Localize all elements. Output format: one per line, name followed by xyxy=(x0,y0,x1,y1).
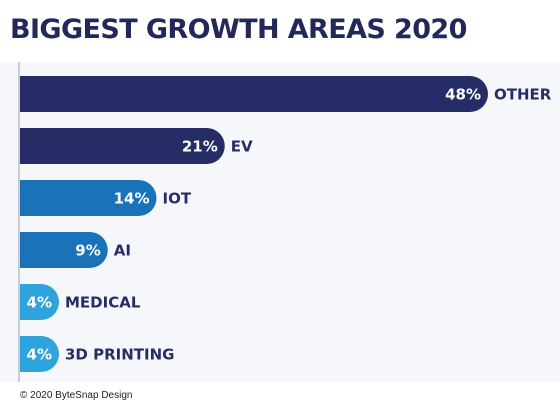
value-label-3d-printing: 4% xyxy=(27,346,52,364)
y-axis-line xyxy=(18,62,20,382)
value-label-medical: 4% xyxy=(27,294,52,312)
value-label-ev: 21% xyxy=(182,138,218,156)
bar-3d-printing xyxy=(20,336,59,372)
category-label-medical: MEDICAL xyxy=(65,294,141,312)
chart-title: BIGGEST GROWTH AREAS 2020 xyxy=(10,14,467,45)
bar-other xyxy=(20,76,488,112)
category-label-ai: AI xyxy=(114,242,131,260)
value-label-other: 48% xyxy=(445,86,481,104)
value-label-iot: 14% xyxy=(114,190,150,208)
category-label-ev: EV xyxy=(231,138,253,156)
plot-area xyxy=(0,62,560,382)
category-label-3d-printing: 3D PRINTING xyxy=(65,346,174,364)
bar-ev xyxy=(20,128,225,164)
bar-medical xyxy=(20,284,59,320)
copyright-footer: © 2020 ByteSnap Design xyxy=(20,390,133,401)
category-label-iot: IOT xyxy=(163,190,192,208)
category-label-other: OTHER xyxy=(494,86,552,104)
bar-ai xyxy=(20,232,108,268)
value-label-ai: 9% xyxy=(75,242,100,260)
bar-iot xyxy=(20,180,157,216)
